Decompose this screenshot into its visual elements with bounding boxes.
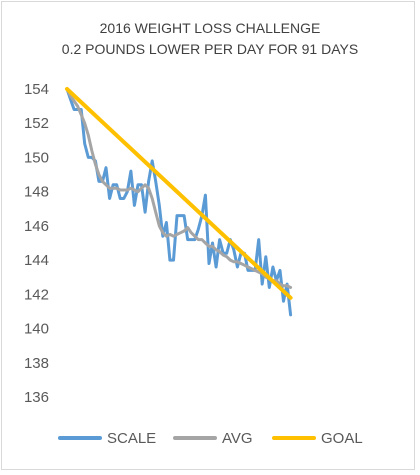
y-tick-label: 138 — [24, 355, 49, 372]
series-lines — [65, 87, 293, 317]
legend-label-scale: SCALE — [107, 430, 156, 447]
chart-title-line-2: 0.2 POUNDS LOWER PER DAY FOR 91 DAYS — [62, 41, 358, 57]
legend-label-avg: AVG — [222, 430, 253, 447]
y-tick-label: 148 — [24, 184, 49, 201]
y-tick-label: 140 — [24, 321, 49, 338]
series-line-avg — [65, 87, 293, 289]
y-axis-ticks: 136 138 140 142 144 146 148 150 152 154 — [24, 81, 49, 406]
y-tick-label: 144 — [24, 252, 49, 269]
legend: SCALE AVG GOAL — [58, 430, 363, 447]
y-tick-label: 146 — [24, 218, 49, 235]
y-tick-label: 142 — [24, 286, 49, 303]
chart-title-line-1: 2016 WEIGHT LOSS CHALLENGE — [100, 20, 321, 36]
legend-label-goal: GOAL — [321, 430, 363, 447]
y-tick-label: 152 — [24, 115, 49, 132]
y-tick-label: 150 — [24, 149, 49, 166]
y-tick-label: 136 — [24, 389, 49, 406]
series-line-goal — [65, 87, 293, 300]
y-tick-label: 154 — [24, 81, 49, 98]
